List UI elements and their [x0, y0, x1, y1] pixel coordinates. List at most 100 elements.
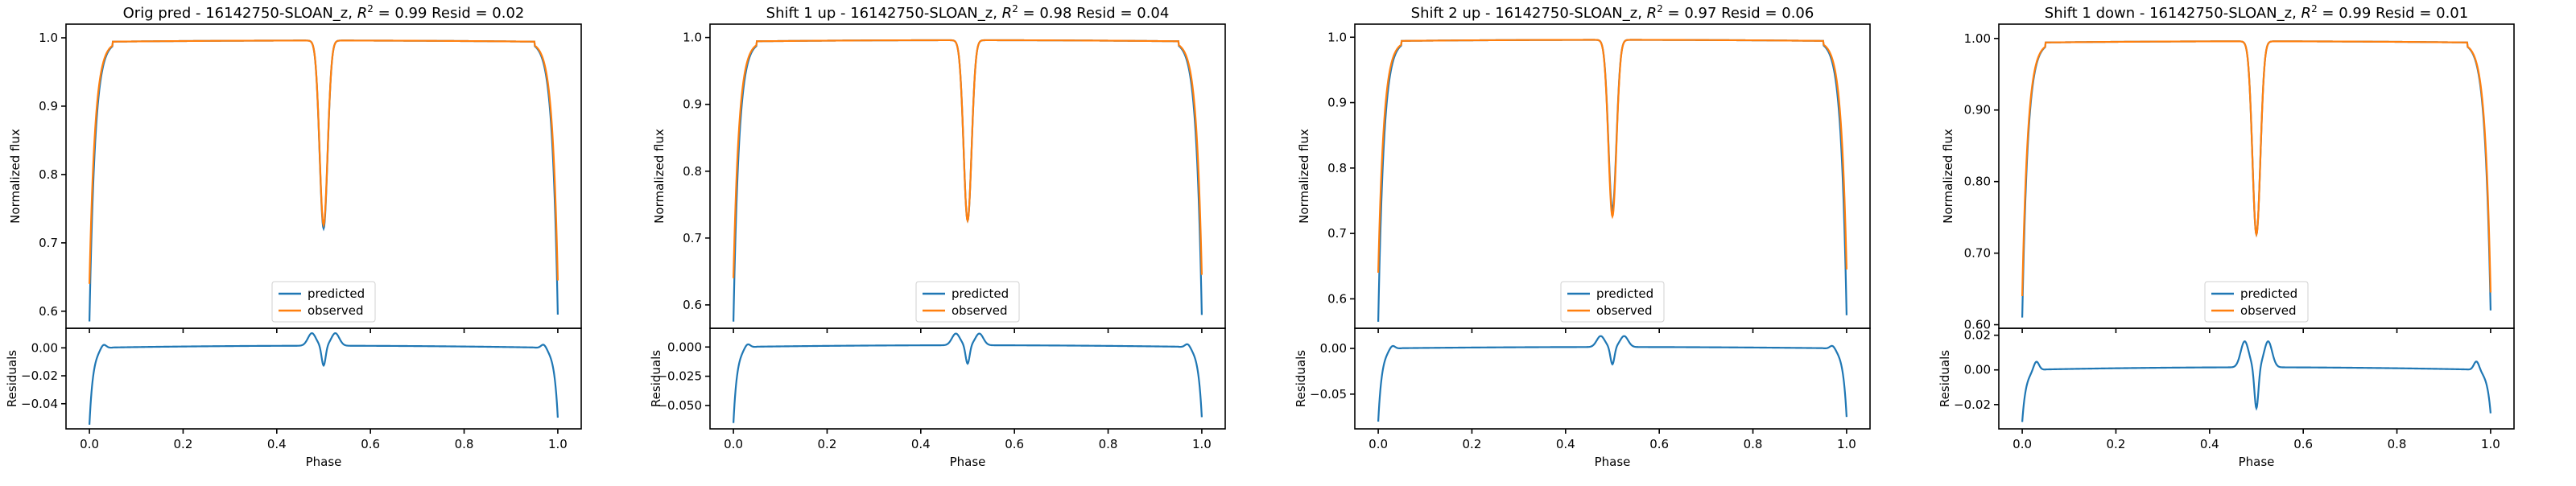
chart-panel-2: Shift 1 up - 16142750-SLOAN_z, R2 = 0.98…: [649, 3, 1226, 469]
chart-panel-1: Orig pred - 16142750-SLOAN_z, R2 = 0.99 …: [5, 3, 582, 469]
title-r: R: [1002, 5, 1013, 22]
bottom-ylabel: Residuals: [5, 350, 19, 407]
xtick-label: 0.6: [361, 437, 380, 451]
title-sup: 2: [1657, 3, 1663, 14]
legend-label-observed: observed: [2240, 303, 2297, 318]
xtick-label: 0.0: [80, 437, 99, 451]
chart-title: Orig pred - 16142750-SLOAN_z, R2 = 0.99 …: [123, 3, 525, 22]
chart-title: Shift 2 up - 16142750-SLOAN_z, R2 = 0.97…: [1411, 3, 1814, 22]
bottom-ytick-label: 0.00: [31, 340, 58, 355]
xtick-label: 0.2: [174, 437, 193, 451]
xtick-label: 1.0: [2481, 437, 2500, 451]
xtick-label: 0.8: [1099, 437, 1118, 451]
title-sup: 2: [1012, 3, 1018, 14]
series-observed-line: [732, 39, 1203, 278]
top-ytick-label: 0.9: [39, 99, 58, 113]
top-ytick-label: 0.60: [1964, 318, 1991, 332]
bottom-ytick-label: −0.02: [21, 369, 58, 383]
series-predicted-line: [732, 39, 1203, 322]
legend: predicted observed: [2204, 281, 2309, 323]
top-ytick-label: 1.00: [1964, 31, 1991, 46]
top-ytick-label: 0.80: [1964, 175, 1991, 189]
xtick-label: 0.0: [724, 437, 743, 451]
xtick-label: 0.8: [1744, 437, 1763, 451]
title-sup: 2: [367, 3, 374, 14]
xtick-label: 0.8: [2388, 437, 2407, 451]
title-text: Orig pred - 16142750-SLOAN_z,: [123, 5, 357, 22]
xtick-label: 0.0: [2013, 437, 2032, 451]
xtick-label: 1.0: [1837, 437, 1856, 451]
bottom-ytick-label: 0.02: [1964, 328, 1991, 343]
bottom-ytick-label: −0.050: [657, 398, 702, 413]
title-text: Shift 1 down - 16142750-SLOAN_z,: [2045, 5, 2301, 22]
title-r: R: [2301, 5, 2312, 22]
bottom-ytick-label: 0.00: [1320, 341, 1347, 356]
xtick-label: 0.6: [1649, 437, 1669, 451]
top-ytick-label: 0.9: [683, 97, 702, 112]
xtick-label: 0.0: [1368, 437, 1388, 451]
legend: predicted observed: [1560, 281, 1665, 323]
legend-box: [1560, 281, 1665, 323]
top-ytick-label: 1.0: [39, 31, 58, 45]
xtick-label: 0.4: [267, 437, 287, 451]
legend-label-observed: observed: [308, 303, 364, 318]
title-sup: 2: [2311, 3, 2318, 14]
top-ytick-label: 0.70: [1964, 246, 1991, 261]
top-ytick-label: 1.0: [683, 31, 702, 45]
top-ytick-label: 0.90: [1964, 103, 1991, 117]
title-rest: = 0.97 Resid = 0.06: [1663, 5, 1814, 22]
series-predicted-line: [88, 39, 559, 322]
title-r: R: [1647, 5, 1657, 22]
top-ytick-label: 0.6: [683, 298, 702, 312]
residual-line: [88, 332, 559, 425]
xtick-label: 0.8: [455, 437, 474, 451]
bottom-axes-frame: [65, 327, 582, 430]
top-ytick-label: 0.8: [1327, 161, 1347, 175]
bottom-ytick-label: 0.00: [1964, 363, 1991, 377]
bottom-axes-frame: [1998, 327, 2515, 430]
xtick-label: 0.2: [2107, 437, 2126, 451]
legend-box: [271, 281, 376, 323]
xlabel: Phase: [950, 455, 986, 469]
bottom-ylabel: Residuals: [1938, 350, 1952, 407]
series-observed-line: [88, 39, 559, 284]
chart-title: Shift 1 down - 16142750-SLOAN_z, R2 = 0.…: [2045, 3, 2468, 22]
top-ytick-label: 0.8: [683, 164, 702, 179]
legend-box: [915, 281, 1020, 323]
legend-label-predicted: predicted: [952, 286, 1009, 301]
bottom-ylabel: Residuals: [649, 350, 663, 407]
top-ytick-label: 0.9: [1327, 96, 1347, 110]
chart-panel-4: Shift 1 down - 16142750-SLOAN_z, R2 = 0.…: [1938, 3, 2515, 469]
residual-line: [1377, 335, 1848, 422]
legend-label-observed: observed: [952, 303, 1008, 318]
chart-panel-3: Shift 2 up - 16142750-SLOAN_z, R2 = 0.97…: [1294, 3, 1871, 469]
bottom-ytick-label: −0.04: [21, 397, 58, 411]
xlabel: Phase: [2239, 455, 2275, 469]
legend-box: [2204, 281, 2309, 323]
residual-line: [732, 332, 1203, 423]
xtick-label: 1.0: [548, 437, 568, 451]
title-text: Shift 2 up - 16142750-SLOAN_z,: [1411, 5, 1647, 22]
bottom-ytick-label: −0.05: [1310, 387, 1347, 402]
xtick-label: 0.4: [1556, 437, 1575, 451]
xtick-label: 0.6: [1005, 437, 1024, 451]
title-text: Shift 1 up - 16142750-SLOAN_z,: [766, 5, 1002, 22]
legend-label-predicted: predicted: [308, 286, 365, 301]
xtick-label: 0.6: [2293, 437, 2313, 451]
series-observed-line: [2021, 40, 2492, 297]
legend: predicted observed: [271, 281, 376, 323]
top-ytick-label: 0.7: [39, 236, 58, 250]
top-ytick-label: 0.8: [39, 167, 58, 182]
top-ylabel: Normalized flux: [652, 129, 667, 224]
series-predicted-line: [1377, 39, 1848, 322]
legend-label-predicted: predicted: [1596, 286, 1653, 301]
top-ytick-label: 0.7: [683, 231, 702, 245]
xtick-label: 0.4: [911, 437, 931, 451]
xtick-label: 0.2: [818, 437, 837, 451]
xlabel: Phase: [1595, 455, 1631, 469]
title-r: R: [357, 5, 368, 22]
residual-line: [2021, 340, 2492, 422]
title-rest: = 0.98 Resid = 0.04: [1018, 5, 1170, 22]
xtick-label: 0.2: [1463, 437, 1482, 451]
